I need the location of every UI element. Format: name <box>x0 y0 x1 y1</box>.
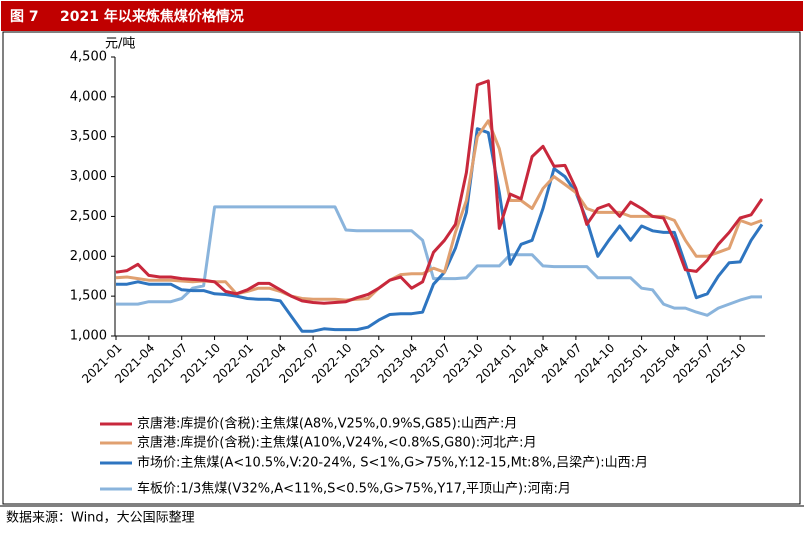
y-tick-label: 3,000 <box>70 169 107 184</box>
y-tick-label: 1,500 <box>70 289 107 304</box>
y-unit: 元/吨 <box>105 37 135 52</box>
y-tick-label: 2,500 <box>70 209 107 224</box>
y-tick-label: 2,000 <box>70 249 107 264</box>
legend-label: 京唐港:库提价(含税):主焦煤(A8%,V25%,0.9%S,G85):山西产:… <box>137 416 517 432</box>
legend-label: 京唐港:库提价(含税):主焦煤(A10%,V24%,<0.8%S,G80):河北… <box>137 435 537 451</box>
chart-frame <box>2 31 801 505</box>
title-bar <box>1 1 803 31</box>
y-tick-label: 4,500 <box>70 50 107 65</box>
source-note: 数据来源：Wind，大公国际整理 <box>6 511 195 526</box>
line-series <box>116 127 764 333</box>
y-tick-label: 3,500 <box>70 129 107 144</box>
legend-label: 市场价:主焦煤(A<10.5%,V:20-24%, S<1%,G>75%,Y:1… <box>137 455 648 471</box>
figure-label: 图 7 <box>10 9 39 25</box>
chart-title: 2021 年以来炼焦煤价格情况 <box>60 8 244 25</box>
legend-label: 车板价:1/3焦煤(V32%,A<11%,S<0.5%,G>75%,Y17,平顶… <box>137 481 571 497</box>
y-tick-label: 4,000 <box>70 89 107 104</box>
line-series <box>115 79 764 305</box>
y-tick-label: 1,000 <box>70 329 107 344</box>
